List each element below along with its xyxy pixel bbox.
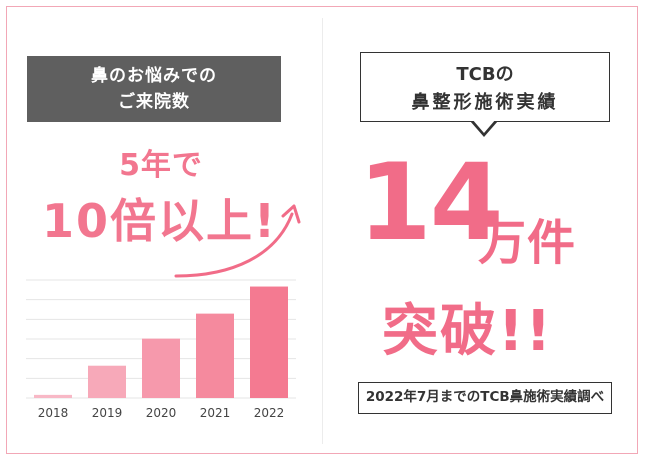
breakthrough-text: 突破!! [382,299,554,364]
chart-bars [34,286,288,398]
trend-arrow-head-icon [281,204,301,224]
claim-line2: 10倍以上! [42,194,277,248]
x-tick-label: 2019 [92,406,123,420]
panel-divider [322,18,323,444]
right-header-line1: TCBの [456,64,514,85]
left-header: 鼻のお悩みでの ご来院数 [27,56,281,122]
x-tick-label: 2020 [146,406,177,420]
bar-2019 [88,365,126,398]
x-tick-label: 2021 [200,406,231,420]
source-note: 2022年7月までのTCB鼻施術実績調べ [358,382,612,414]
trend-arrow-icon [174,212,294,278]
bar-2021 [196,313,234,398]
left-header-line1: 鼻のお悩みでの [91,66,217,86]
x-tick-label: 2018 [38,406,69,420]
chart-x-ticks: 2018 2019 2020 2021 2022 [38,406,285,420]
bar-2022 [250,286,288,398]
bar-2018 [34,394,72,398]
big-number: 14 [358,141,504,264]
x-tick-label: 2022 [254,406,285,420]
claim-line1: 5年で [119,148,203,183]
right-header: TCBの 鼻整形施術実績 [360,52,610,122]
left-header-line2: ご来院数 [118,92,190,112]
bar-2020 [142,338,180,398]
outer-frame [6,6,638,454]
right-header-line2: 鼻整形施術実績 [411,92,559,113]
big-unit: 万件 [478,215,577,271]
callout-pointer-fill [472,119,496,133]
